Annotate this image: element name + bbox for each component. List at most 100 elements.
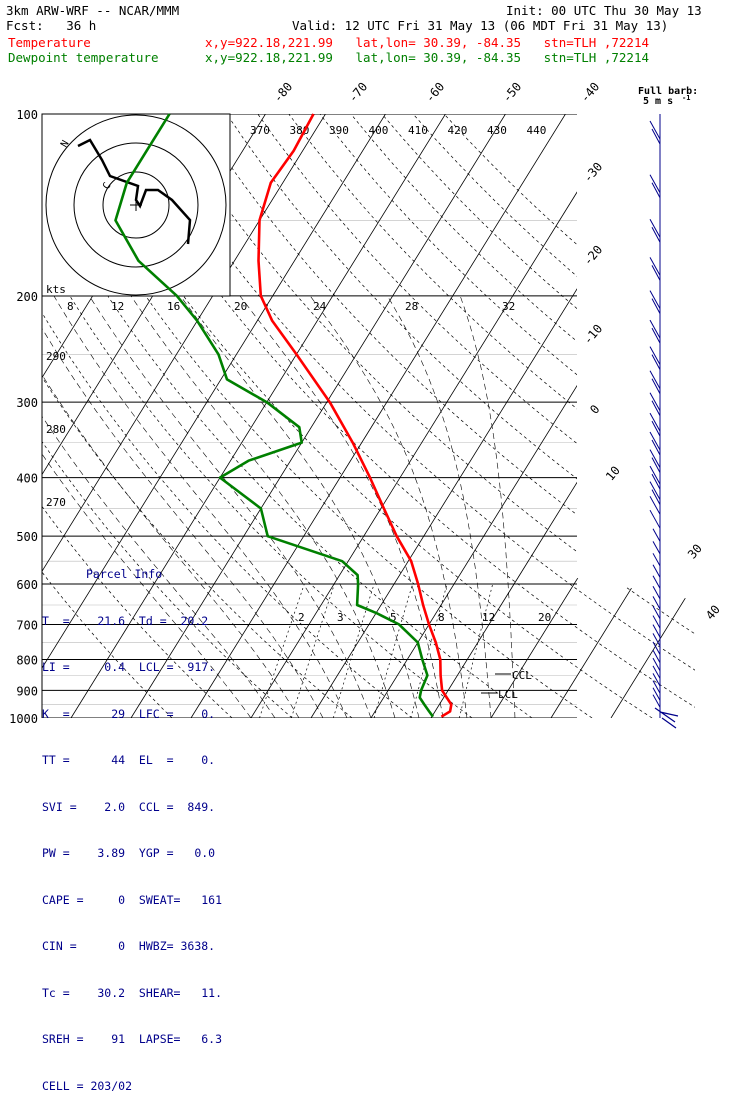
- wind-barb: [652, 673, 661, 687]
- isotherm-label: -60: [423, 80, 448, 106]
- isotherm-line: [190, 114, 566, 718]
- wind-barbs: [649, 114, 679, 729]
- mixing-ratio-line: [458, 583, 494, 718]
- moist-adiabat-line: [387, 295, 492, 718]
- parcel-row-t: T = 21.6 Td = 20.2: [42, 613, 209, 628]
- valid-time: Valid: 12 UTC Fri 31 May 13 (06 MDT Fri …: [292, 18, 669, 33]
- moist-adiabat-line: [42, 295, 252, 718]
- wind-barb: [649, 431, 661, 451]
- mixing-ratio-label: 5: [390, 611, 397, 624]
- dewpoint-station-info: x,y=922.18,221.99 lat,lon= 30.39, -84.35…: [205, 50, 650, 65]
- isotherm-line: [42, 114, 326, 718]
- isotherm-label: -10: [581, 322, 606, 348]
- mixing-ratio-label: 20: [538, 611, 551, 624]
- wind-barb: [649, 346, 661, 365]
- mixing-ratio-line: [373, 583, 413, 718]
- ccl-label: CCL: [512, 669, 532, 682]
- isotherm-label: 30: [685, 541, 705, 561]
- dry-adiabat-line: [102, 114, 695, 718]
- isotherm-label: 0: [587, 402, 602, 417]
- wind-barb: [649, 370, 661, 389]
- wind-barb: [652, 615, 661, 629]
- parcel-row-tt: TT = 44 EL = 0.: [42, 753, 216, 767]
- pressure-tick-label: 800: [16, 653, 38, 667]
- model-title: 3km ARW-WRF -- NCAR/MMM: [6, 3, 180, 18]
- isotherm-line: [250, 114, 626, 718]
- pressure-tick-label: 400: [16, 472, 38, 486]
- isotherm-label: -40: [578, 80, 603, 106]
- temperature-station-info: x,y=922.18,221.99 lat,lon= 30.39, -84.35…: [205, 35, 650, 50]
- moist-adiabat-line: [42, 295, 276, 718]
- mixing-ratio-line: [259, 583, 305, 718]
- wind-barb: [652, 624, 661, 638]
- wind-barb: [649, 219, 661, 238]
- wind-barb: [651, 489, 661, 505]
- wind-barb: [649, 449, 661, 468]
- wind-barb: [652, 641, 661, 655]
- dry-adiabat-line: [42, 114, 233, 718]
- mixing-ratio-upper-label: 24: [313, 300, 327, 313]
- moist-adiabat-line: [53, 295, 348, 718]
- moist-adiabat-line: [309, 295, 468, 718]
- mixing-ratio-label: 2: [298, 611, 305, 624]
- dry-adiabat-line: [381, 114, 695, 718]
- mixing-ratio-upper-label: 20: [234, 300, 247, 313]
- wind-barb: [649, 392, 661, 412]
- wind-barb: [651, 378, 661, 394]
- temperature-trace: [257, 113, 453, 718]
- pressure-tick-label: 600: [16, 578, 38, 592]
- isotherm-line: [550, 114, 695, 718]
- parcel-row-k: K = 29 LFC = 0.: [42, 706, 216, 721]
- pressure-tick-label: 1000: [9, 712, 38, 726]
- mixing-ratio-line: [410, 583, 448, 718]
- parcel-row-cin: CIN = 0 HWBZ= 3638.: [42, 939, 216, 953]
- wind-barb: [651, 227, 661, 243]
- dry-adiabat-line: [319, 114, 695, 718]
- isotherm-label: -80: [271, 80, 296, 106]
- dry-adiabat-line: [42, 114, 413, 718]
- hodograph-trace: [77, 138, 192, 245]
- moist-adiabat-line: [130, 295, 396, 718]
- moist-adiabat-line: [42, 295, 324, 718]
- pressure-tick-label: 900: [16, 684, 38, 698]
- moist-adiabat-line: [180, 295, 420, 718]
- hodograph: kts N C: [41, 113, 231, 297]
- wind-barb: [649, 174, 661, 193]
- theta-label: 380: [290, 124, 310, 137]
- wind-barb: [649, 465, 661, 485]
- pressure-tick-label: 200: [16, 290, 38, 304]
- dry-adiabat-line: [288, 114, 695, 718]
- mixing-ratio-upper-label: 32: [502, 300, 515, 313]
- wind-barb: [652, 605, 661, 619]
- wind-barb: [649, 120, 661, 140]
- parcel-row-sreh: SREH = 91 LAPSE= 6.3: [42, 1032, 223, 1046]
- mixing-ratio-upper-label: 28: [405, 300, 418, 313]
- parcel-row-pw: PW = 3.89 YGP = 0.0: [42, 846, 216, 860]
- dry-adiabat-line: [42, 114, 533, 718]
- dry-adiabat-line: [133, 114, 695, 718]
- wind-barb: [649, 509, 661, 529]
- pressure-tick-label: 500: [16, 530, 38, 544]
- isotherm-line: [610, 114, 695, 718]
- isotherm-label: -70: [346, 80, 371, 106]
- wind-barb: [652, 541, 661, 555]
- isotherm-label: -30: [581, 160, 606, 186]
- dry-adiabat-side-label: 270: [46, 496, 66, 509]
- pressure-tick-label: 300: [16, 396, 38, 410]
- dry-adiabat-line: [42, 114, 473, 718]
- isotherm-label: -50: [500, 80, 525, 106]
- moist-adiabat-line: [239, 295, 444, 718]
- wind-barb: [652, 564, 661, 578]
- dry-adiabat-side-label: 280: [46, 423, 66, 436]
- wind-barb: [652, 680, 661, 694]
- pressure-tick-label: 700: [16, 618, 38, 632]
- init-time: Init: 00 UTC Thu 30 May 13: [506, 3, 702, 18]
- lcl-label: LCL: [498, 688, 518, 701]
- dry-adiabat-side-label: 290: [46, 350, 66, 363]
- isotherm-line: [370, 114, 695, 718]
- theta-label: 410: [408, 124, 428, 137]
- hodograph-ring-label: N: [59, 139, 72, 150]
- temperature-legend: Temperature: [8, 35, 91, 50]
- dry-adiabat-line: [350, 114, 695, 718]
- wind-barb: [652, 649, 661, 663]
